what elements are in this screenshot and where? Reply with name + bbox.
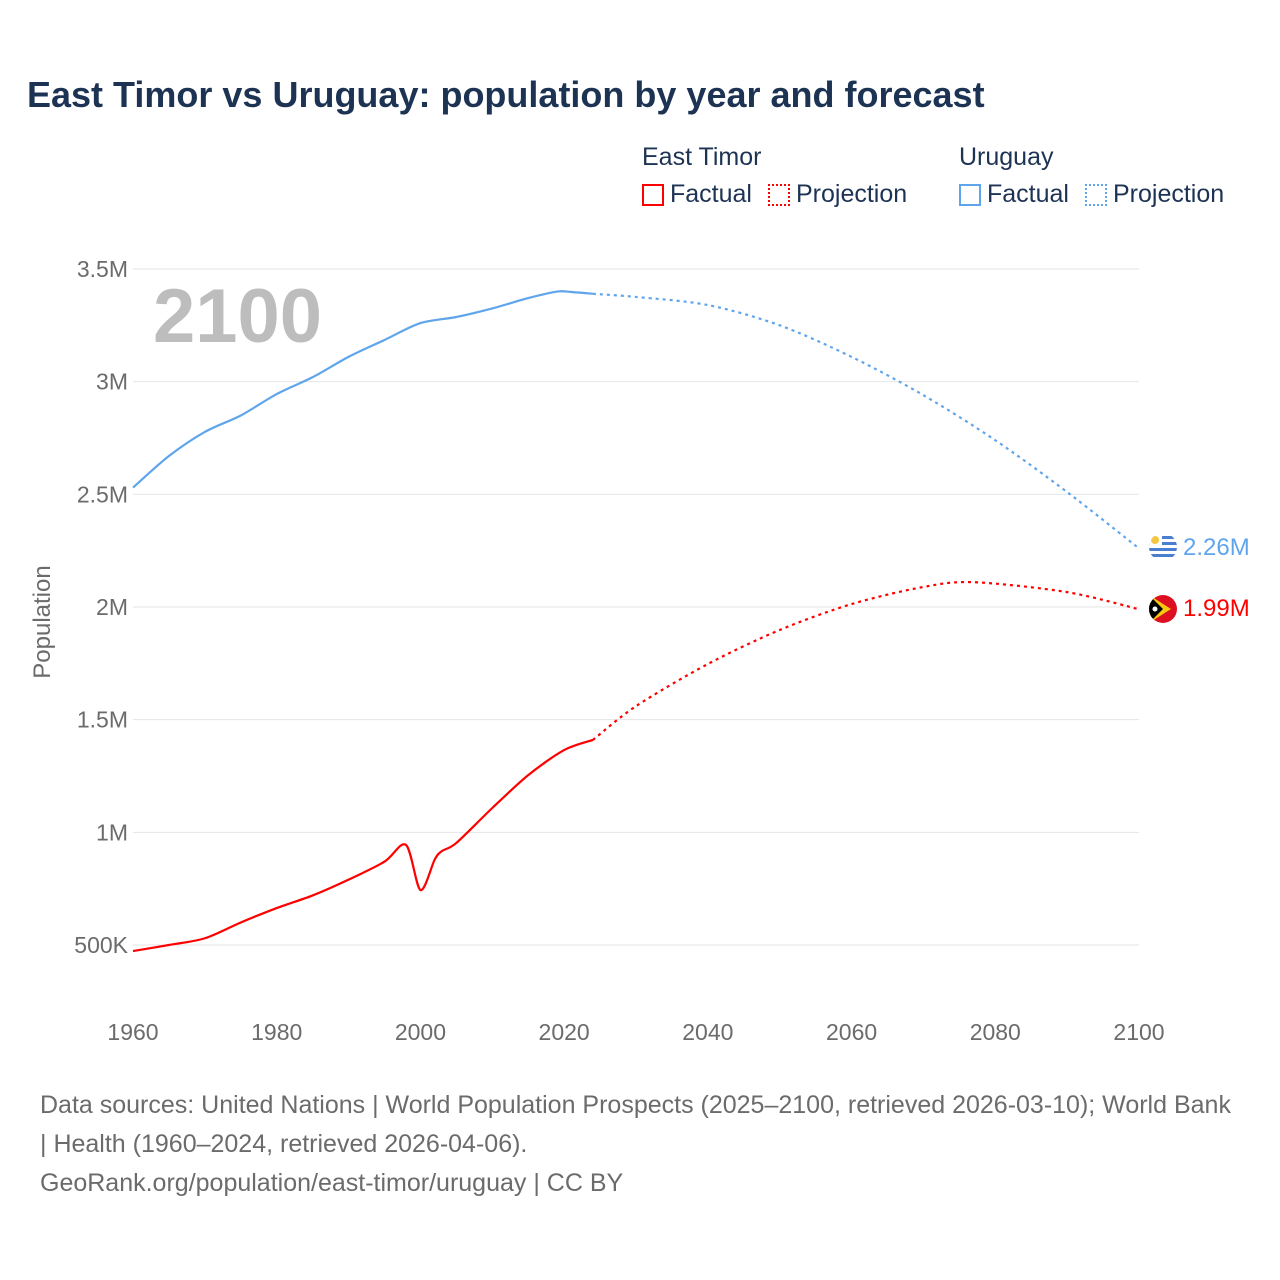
x-tick-label: 2100 <box>1113 1019 1164 1045</box>
legend-swatch-dotted <box>1084 183 1107 206</box>
uruguay-flag-icon <box>1149 533 1177 561</box>
x-tick-label: 1960 <box>107 1019 158 1045</box>
year-overlay: 2100 <box>153 274 322 359</box>
y-tick-label: 1M <box>96 819 128 845</box>
legend-label: Factual <box>987 180 1069 208</box>
x-tick-label: 2000 <box>395 1019 446 1045</box>
legend-swatch-dotted <box>767 183 790 206</box>
x-tick-label: 2040 <box>682 1019 733 1045</box>
y-tick-label: 500K <box>74 932 128 958</box>
legend-label: Projection <box>1112 180 1225 208</box>
x-tick-label: 2020 <box>539 1019 590 1045</box>
east-timor-flag-icon <box>1149 595 1177 623</box>
y-axis-label: Population <box>29 565 56 678</box>
chart-title: East Timor vs Uruguay: population by yea… <box>27 74 985 115</box>
y-tick-label: 1.5M <box>77 707 128 733</box>
uruguay-end-label: 2.26M <box>1183 534 1250 561</box>
legend-group-label: East Timor <box>642 143 762 171</box>
legend-group-label: Uruguay <box>959 143 1054 171</box>
y-tick-label: 3M <box>96 369 128 395</box>
legend-east-timor: East Timor Factual Projection <box>642 143 923 209</box>
legend-uruguay-factual[interactable]: Factual <box>959 180 1069 209</box>
y-tick-label: 2.5M <box>77 481 128 507</box>
data-sources: Data sources: United Nations | World Pop… <box>40 1091 1231 1158</box>
footer: Data sources: United Nations | World Pop… <box>40 1086 1240 1203</box>
legend-swatch-solid <box>642 183 664 206</box>
x-tick-label: 2060 <box>826 1019 877 1045</box>
legend-uruguay: Uruguay Factual Projection <box>959 143 1240 209</box>
x-tick-label: 1980 <box>251 1019 302 1045</box>
y-tick-label: 3.5M <box>77 256 128 282</box>
legend-east-timor-projection[interactable]: Projection <box>767 180 908 209</box>
legend-label: Factual <box>670 180 752 208</box>
credit-link[interactable]: GeoRank.org/population/east-timor/urugua… <box>40 1169 624 1197</box>
legend-uruguay-projection[interactable]: Projection <box>1084 180 1225 209</box>
east-timor-projection-line <box>592 580 1140 741</box>
legend-swatch-solid <box>959 183 981 206</box>
east-timor-factual-line <box>132 738 594 953</box>
y-tick-label: 2M <box>96 594 128 620</box>
uruguay-factual-line <box>132 290 593 489</box>
x-tick-label: 2080 <box>970 1019 1021 1045</box>
uruguay-projection-line <box>592 292 1140 550</box>
east-timor-end-label: 1.99M <box>1183 595 1250 622</box>
legend-label: Projection <box>795 180 908 208</box>
legend-east-timor-factual[interactable]: Factual <box>642 180 752 209</box>
